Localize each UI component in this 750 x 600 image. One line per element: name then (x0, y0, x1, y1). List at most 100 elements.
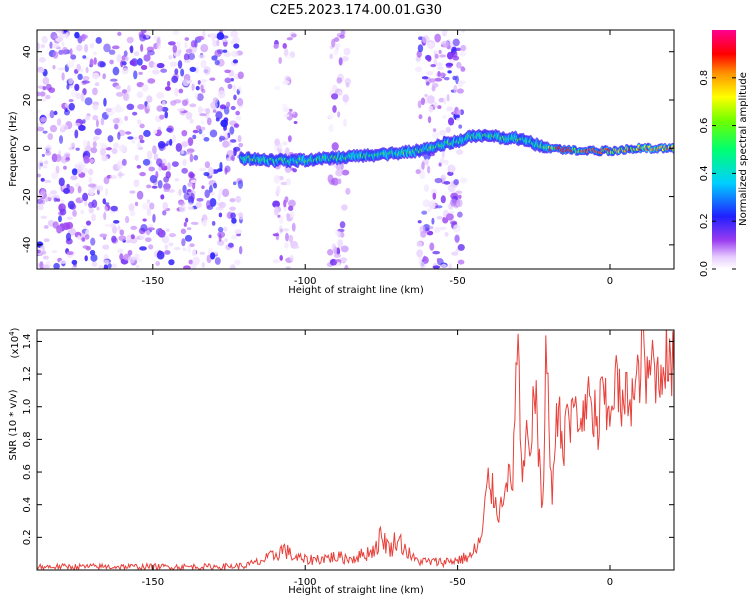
heatmap-cell (335, 164, 342, 171)
heatmap-cell (133, 70, 138, 80)
heatmap-cell (117, 248, 124, 254)
heatmap-cell (37, 173, 41, 178)
heatmap-cell (183, 192, 190, 201)
heatmap-cell (136, 91, 144, 99)
heatmap-cell (182, 184, 187, 194)
heatmap-cell (98, 264, 104, 269)
heatmap-cell (460, 44, 467, 52)
heatmap-cell (215, 111, 223, 120)
heatmap-cell (333, 253, 341, 258)
heatmap-cell (104, 206, 108, 213)
heatmap-cell (59, 208, 67, 216)
heatmap-cell (168, 242, 174, 247)
heatmap-cell (342, 94, 350, 103)
heatmap-cell (74, 83, 80, 92)
heatmap-cell (185, 111, 193, 120)
heatmap-cell (77, 185, 82, 194)
heatmap-cell (422, 255, 427, 265)
bottom-y-axis-label: SNR (10 * v/v) (8, 389, 19, 460)
heatmap-cell (136, 142, 141, 148)
top-y-axis: -40 -20 0 20 40 (22, 45, 674, 253)
heatmap-cell (152, 69, 160, 75)
x-tick-label: -100 (294, 276, 317, 287)
heatmap-cell (235, 116, 242, 121)
heatmap-cell (47, 133, 54, 141)
heatmap-cell (223, 106, 230, 115)
y-tick-label: 0.8 (22, 431, 33, 447)
heatmap-cell (146, 199, 150, 204)
heatmap-cell (80, 68, 84, 73)
heatmap-cell (233, 43, 240, 49)
heatmap-cell (45, 150, 52, 156)
heatmap-cell (37, 109, 42, 114)
heatmap-cell (68, 99, 74, 103)
heatmap-cell (446, 51, 454, 60)
heatmap-cell (340, 245, 349, 253)
heatmap-cell (134, 201, 139, 207)
heatmap-cell (43, 160, 49, 165)
heatmap-cell (91, 72, 100, 80)
heatmap-cell (37, 42, 40, 51)
heatmap-cell (185, 48, 193, 54)
heatmap-cell (184, 41, 188, 49)
heatmap-cell (213, 182, 218, 189)
heatmap-cell (130, 59, 137, 66)
heatmap-cell (176, 40, 181, 50)
heatmap-cell (107, 135, 114, 143)
heatmap-cell (49, 110, 55, 119)
heatmap-cell (152, 213, 156, 223)
heatmap-cell (283, 113, 290, 118)
heatmap-cell (131, 139, 135, 144)
heatmap-cell (172, 134, 177, 144)
heatmap-cell (41, 153, 45, 157)
heatmap-cell (293, 121, 298, 125)
heatmap-cell (90, 237, 96, 246)
heatmap-cell (37, 203, 44, 211)
heatmap-cell (285, 232, 289, 242)
heatmap-cell (426, 165, 431, 174)
heatmap-cell (171, 161, 179, 168)
colorbar-gradient (712, 30, 736, 269)
heatmap-cell (289, 254, 294, 262)
heatmap-cell (181, 238, 186, 247)
heatmap-cell (457, 243, 465, 251)
heatmap-cell (37, 126, 45, 132)
heatmap-cell (282, 141, 288, 146)
snr-line (37, 330, 674, 570)
heatmap-cell (174, 68, 179, 75)
heatmap-cell (440, 195, 446, 204)
heatmap-cell (140, 224, 148, 232)
heatmap-cell (445, 62, 454, 67)
heatmap-cell (431, 217, 435, 225)
heatmap-cell (336, 77, 343, 84)
heatmap-cell (112, 66, 120, 76)
heatmap-cell (429, 225, 434, 230)
heatmap-cell (458, 80, 467, 84)
heatmap-cell (345, 82, 350, 88)
heatmap-cell (230, 30, 239, 38)
heatmap-cell (182, 247, 187, 252)
heatmap-cell (77, 165, 83, 175)
heatmap-cell (193, 154, 199, 161)
heatmap-cell (146, 95, 153, 103)
heatmap-cell (448, 210, 455, 214)
heatmap-cell (196, 197, 204, 202)
heatmap-cell (38, 160, 44, 168)
heatmap-cell (198, 167, 207, 172)
heatmap-cell (92, 87, 98, 96)
heatmap-cell (282, 228, 290, 232)
colorbar-tick-label: 0.6 (699, 118, 710, 134)
heatmap-cell (141, 30, 147, 34)
heatmap-cell (216, 39, 220, 47)
heatmap-cell (53, 197, 58, 202)
heatmap-cell (75, 92, 81, 100)
heatmap-cell (180, 68, 185, 77)
heatmap-cell (66, 60, 75, 69)
heatmap-cell (438, 162, 442, 167)
heatmap-cell (74, 129, 79, 139)
heatmap-cell (343, 47, 351, 56)
heatmap-cell (129, 46, 133, 51)
heatmap-cell (123, 50, 128, 57)
heatmap-cell (332, 105, 337, 113)
heatmap-cell (126, 234, 132, 243)
